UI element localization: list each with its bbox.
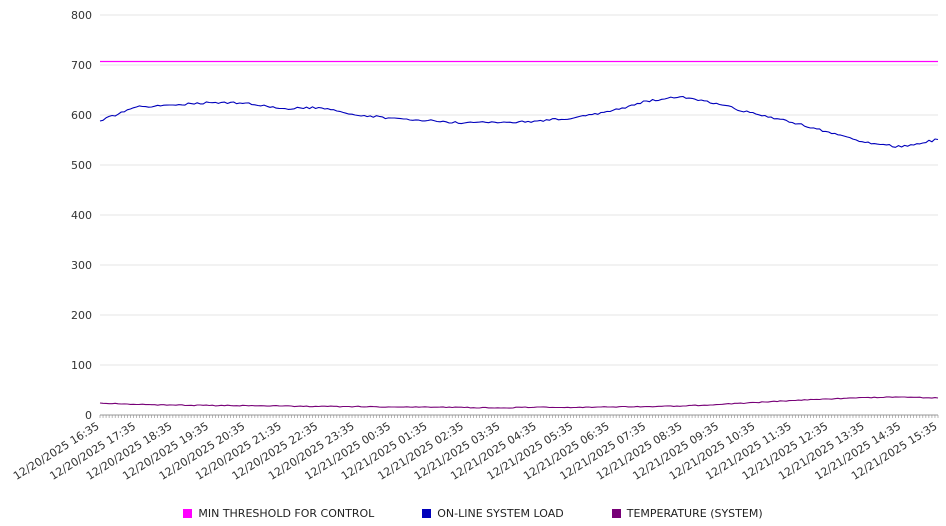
svg-text:100: 100: [71, 359, 92, 372]
legend-item-temperature[interactable]: TEMPERATURE (SYSTEM): [611, 506, 763, 520]
line-chart: 0 100 200 300 400 500 600 700 800 12/20/2025 16:3…: [11, 9, 940, 483]
svg-text:0: 0: [85, 409, 92, 422]
svg-text:400: 400: [71, 209, 92, 222]
legend-item-min-threshold[interactable]: MIN THRESHOLD FOR CONTROL: [183, 507, 374, 520]
svg-text:700: 700: [71, 59, 92, 72]
legend-swatch-min-threshold-icon: [183, 508, 193, 518]
legend-item-system-load[interactable]: ON-LINE SYSTEM LOAD: [422, 506, 564, 520]
svg-text:500: 500: [71, 159, 92, 172]
svg-text:800: 800: [71, 9, 92, 22]
y-gridlines: [100, 14, 938, 416]
svg-text:300: 300: [71, 259, 92, 272]
svg-text:600: 600: [71, 109, 92, 122]
legend-swatch-temperature-icon: [611, 508, 621, 518]
x-minor-ticks: [99, 415, 939, 418]
series-line-1: [99, 95, 939, 148]
legend-swatch-system-load-icon: [422, 508, 432, 518]
svg-text:200: 200: [71, 309, 92, 322]
legend: MIN THRESHOLD FOR CONTROL ON-LINE SYSTEM…: [0, 502, 946, 524]
legend-label-system-load: ON-LINE SYSTEM LOAD: [437, 506, 564, 520]
series-line-2: [99, 396, 939, 409]
legend-label-temperature: TEMPERATURE (SYSTEM): [626, 506, 763, 520]
y-tick-labels: 0 100 200 300 400 500 600 700 800: [71, 9, 92, 422]
legend-label-min-threshold: MIN THRESHOLD FOR CONTROL: [198, 506, 375, 520]
